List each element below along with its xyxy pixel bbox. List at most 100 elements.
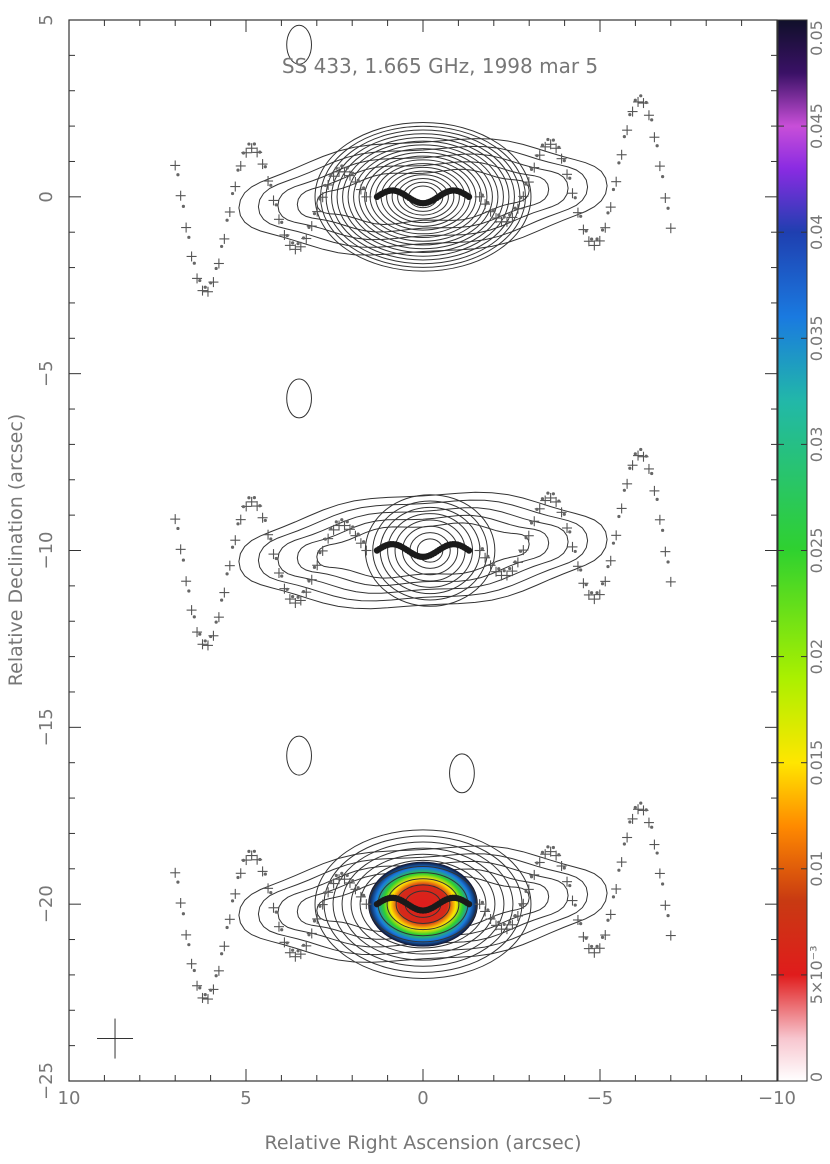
model-point xyxy=(176,880,180,884)
source-blob xyxy=(449,753,475,794)
model-point xyxy=(220,244,224,249)
model-point xyxy=(280,928,284,932)
source-blob xyxy=(286,378,312,419)
core-contour xyxy=(314,829,532,980)
model-point xyxy=(524,889,528,894)
colorbar-tick-label: 0.015 xyxy=(807,740,826,786)
colorbar: 0 5×10⁻³ 0.01 0.015 0.02 0.025 0.03 0.035 0.04 0.… xyxy=(777,19,826,1082)
model-point xyxy=(318,551,322,555)
panel-middle xyxy=(170,447,676,651)
model-point xyxy=(524,182,528,186)
model-point xyxy=(557,145,561,150)
model-point xyxy=(334,166,338,170)
model-point xyxy=(192,615,196,619)
model-point xyxy=(307,225,311,229)
model-point xyxy=(633,805,637,810)
model-point xyxy=(540,143,545,147)
model-point xyxy=(551,492,555,496)
core-contour xyxy=(395,884,451,924)
model-point xyxy=(661,175,665,179)
model-point xyxy=(513,914,517,918)
x-tick-labels: 10 5 0 −5 −10 xyxy=(58,1088,796,1109)
panel-lower xyxy=(170,801,676,1005)
model-point xyxy=(323,537,327,541)
model-point xyxy=(508,920,512,924)
model-point xyxy=(241,151,246,155)
model-point xyxy=(225,218,229,222)
core-contour xyxy=(332,841,514,967)
model-point xyxy=(187,235,191,239)
model-point xyxy=(280,574,284,578)
model-point xyxy=(312,212,317,216)
chart-title: SS 433, 1.665 GHz, 1998 mar 5 xyxy=(282,54,598,78)
model-point xyxy=(535,861,539,865)
model-point xyxy=(529,521,534,525)
model-point xyxy=(198,986,202,990)
plot-area xyxy=(68,19,778,1082)
model-point xyxy=(269,183,273,187)
model-point xyxy=(209,634,213,639)
model-point xyxy=(301,590,306,594)
colorbar-tick-label: 0.03 xyxy=(807,427,826,463)
model-point xyxy=(644,454,648,458)
model-point xyxy=(535,154,539,158)
model-point xyxy=(192,261,196,265)
model-point xyxy=(622,842,626,846)
model-point xyxy=(236,875,240,880)
model-point xyxy=(203,639,207,643)
colorbar-tick-label: 0.04 xyxy=(807,214,826,250)
y-tick-label: 5 xyxy=(36,14,57,25)
model-point xyxy=(568,530,572,534)
model-point xyxy=(225,572,229,576)
model-point xyxy=(176,526,180,531)
core-contour xyxy=(386,170,460,224)
model-point xyxy=(318,197,322,201)
model-point xyxy=(351,878,355,883)
model-point xyxy=(502,922,506,926)
model-point xyxy=(562,159,566,163)
model-point xyxy=(220,952,224,956)
model-point xyxy=(628,820,632,824)
model-point xyxy=(513,206,517,210)
core-contour xyxy=(359,859,487,949)
model-point xyxy=(633,452,637,456)
model-point xyxy=(508,213,512,217)
model-point xyxy=(230,899,235,903)
model-point xyxy=(611,541,616,545)
model-point xyxy=(606,211,610,215)
colorbar-ticks: 0 5×10⁻³ 0.01 0.015 0.02 0.025 0.03 0.035 0.04 0.… xyxy=(778,19,826,1082)
model-point xyxy=(508,566,512,571)
panel-upper xyxy=(170,94,676,297)
model-point xyxy=(584,936,588,940)
model-point xyxy=(486,554,490,558)
source-components xyxy=(286,24,475,794)
model-point xyxy=(269,537,273,541)
model-point xyxy=(252,496,256,500)
model-point xyxy=(225,925,229,930)
model-point xyxy=(497,920,501,924)
model-point xyxy=(334,873,338,878)
jet-contour xyxy=(257,145,589,248)
model-point xyxy=(480,900,484,904)
beam-marker xyxy=(97,1018,134,1059)
model-point xyxy=(502,215,506,219)
model-point xyxy=(611,187,616,192)
x-axis-label: Relative Right Ascension (arcsec) xyxy=(264,1132,581,1154)
core-contour xyxy=(314,121,532,272)
model-point xyxy=(181,912,185,916)
model-point xyxy=(329,880,333,884)
model-point xyxy=(340,871,344,875)
core-contour xyxy=(397,178,449,216)
model-point xyxy=(486,201,490,205)
model-point xyxy=(247,142,251,146)
model-point xyxy=(220,598,224,602)
model-point xyxy=(650,118,654,122)
model-point xyxy=(617,868,621,872)
y-tick-label: −20 xyxy=(36,885,57,923)
model-point xyxy=(323,891,327,895)
core-ridge-point xyxy=(465,547,473,554)
source-blob xyxy=(286,24,312,65)
model-point xyxy=(644,808,648,812)
model-point xyxy=(323,183,327,188)
model-point xyxy=(546,137,550,142)
